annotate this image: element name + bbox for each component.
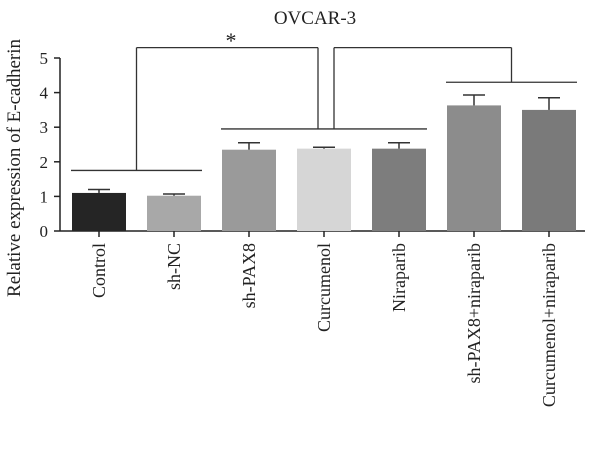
significance-brackets: * — [71, 28, 577, 172]
category-label-6: Curcumenol+niraparib — [539, 243, 559, 407]
y-tick-label: 2 — [40, 153, 49, 172]
category-label-1: sh-NC — [164, 243, 184, 290]
bar-0 — [72, 192, 126, 231]
bar-3 — [297, 148, 351, 231]
y-tick-label: 1 — [40, 187, 49, 206]
chart-title: OVCAR-3 — [274, 8, 356, 29]
y-tick-label: 4 — [40, 84, 49, 103]
category-label-5: sh-PAX8+niraparib — [464, 243, 484, 383]
category-labels: Control sh-NC sh-PAX8 Curcumenol Niraparib sh… — [89, 243, 559, 407]
category-label-2: sh-PAX8 — [239, 243, 259, 308]
y-tick-label: 0 — [40, 222, 49, 241]
category-label-3: Curcumenol — [314, 243, 334, 332]
y-tick-label: 3 — [40, 118, 49, 137]
y-tick-label: 5 — [40, 49, 49, 68]
bar-6 — [522, 109, 576, 231]
significance-marker: * — [226, 28, 237, 53]
bars — [72, 94, 576, 231]
y-axis-label: Relative expression of E-cadherin — [4, 39, 25, 297]
category-label-4: Niraparib — [389, 243, 409, 312]
bar-1 — [147, 195, 201, 231]
bar-4 — [372, 148, 426, 231]
bar-2 — [222, 149, 276, 231]
bar-5 — [447, 105, 501, 231]
category-label-0: Control — [89, 243, 109, 298]
